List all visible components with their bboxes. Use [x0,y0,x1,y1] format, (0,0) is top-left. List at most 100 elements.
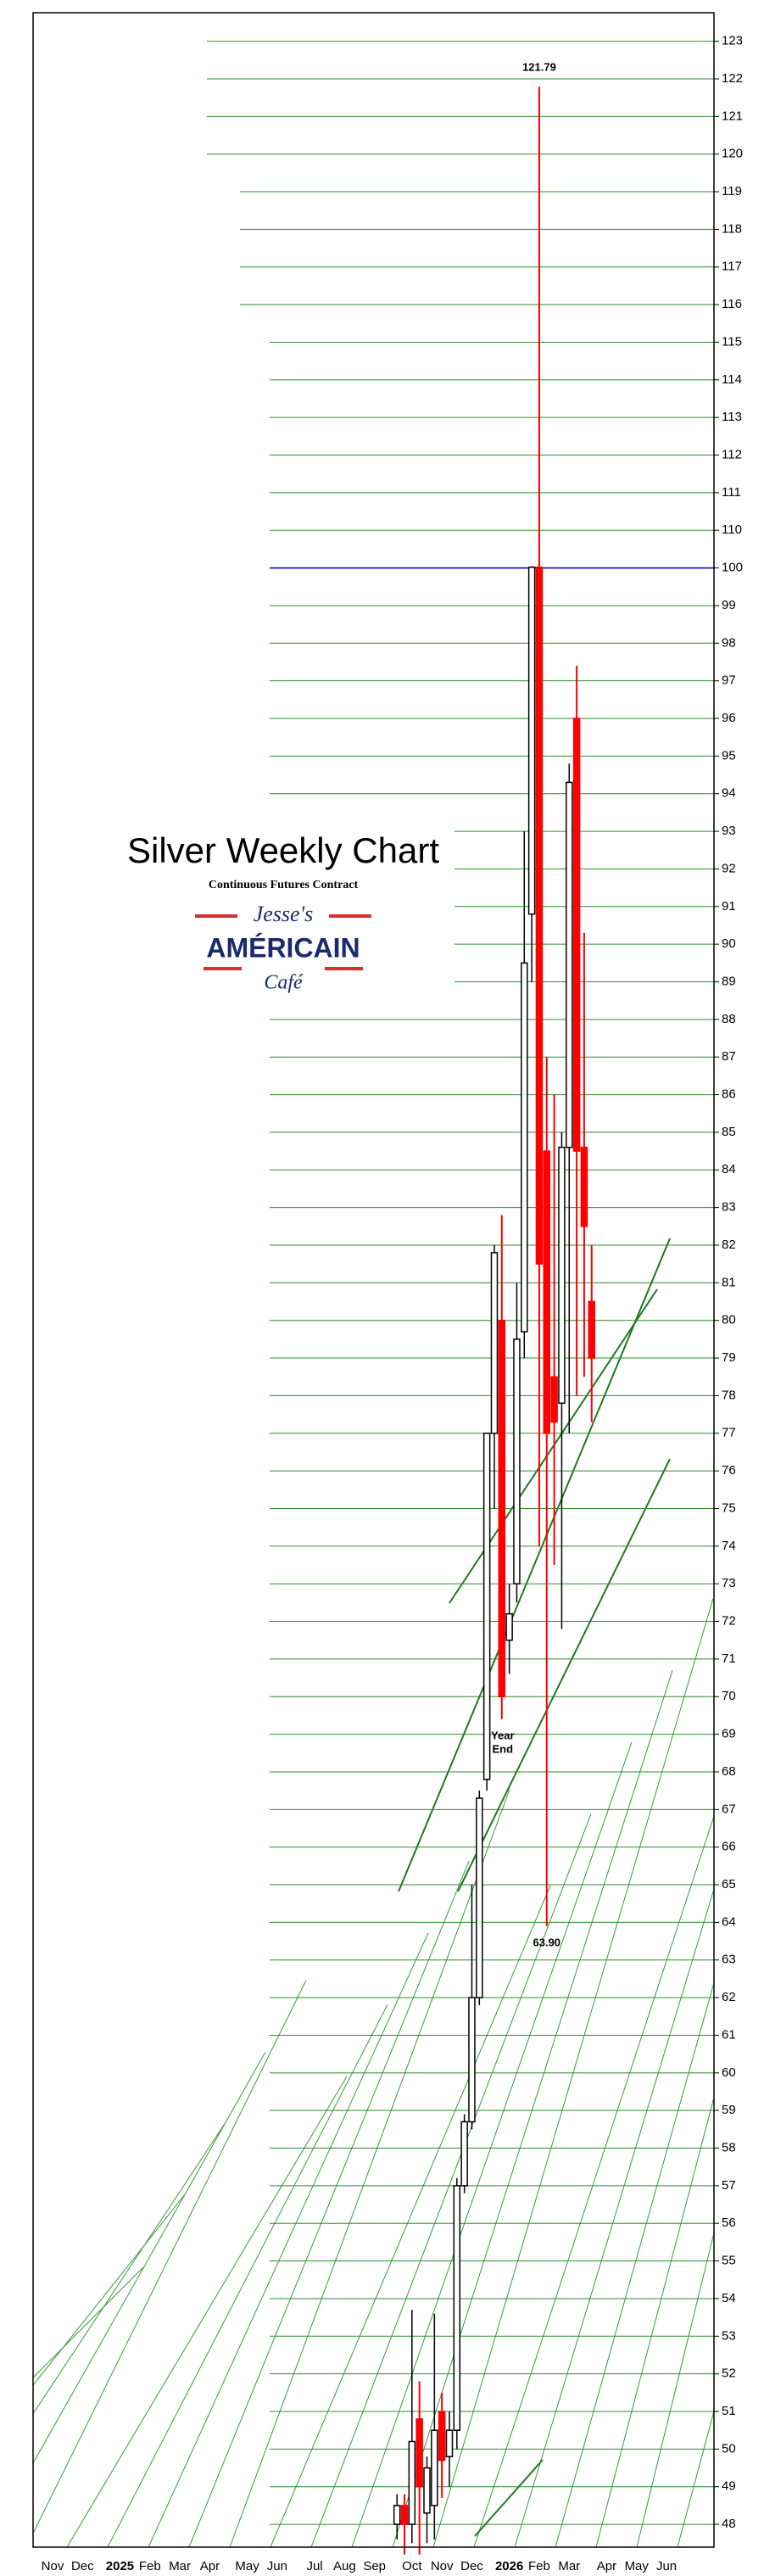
y-tick-label: 81 [722,1275,736,1289]
candle-body [558,1146,566,1405]
annotation: Year [491,1729,514,1741]
y-tick-label: 82 [722,1238,736,1252]
logo-top: Jesse's [254,902,314,926]
y-tick-label: 93 [722,824,736,838]
trend-line [107,2004,388,2547]
annotation: 121.79 [522,61,556,74]
logo-middle: AMÉRICAIN [206,932,360,963]
candle-body [482,1433,491,1780]
y-tick-label: 113 [722,410,742,424]
x-tick-label: Nov [42,2559,64,2573]
y-tick-label: 119 [722,184,742,198]
y-tick-label: 68 [722,1764,736,1779]
y-tick-label: 60 [722,2065,736,2080]
x-tick-label: Apr [597,2559,616,2573]
chart-subtitle: Continuous Futures Contract [209,879,359,891]
y-tick-label: 78 [722,1388,736,1402]
y-tick-label: 57 [722,2178,736,2193]
y-tick-label: 48 [722,2517,736,2531]
y-tick-label: 90 [722,936,736,951]
trend-line [33,2123,226,2415]
x-tick-label: Mar [169,2559,191,2573]
y-tick-label: 123 [722,34,743,48]
candle-body [566,781,573,1148]
y-tick-label: 114 [722,372,742,387]
candle-body [400,2505,409,2525]
y-tick-label: 85 [722,1125,736,1139]
candle-body [468,1997,476,2123]
y-tick-label: 61 [722,2027,736,2042]
y-tick-label: 88 [722,1012,736,1026]
trend-lines [33,1238,714,2547]
y-tick-label: 87 [722,1049,736,1064]
y-tick-label: 49 [722,2479,736,2494]
y-tick-label: 64 [722,1914,736,1929]
candle-body [408,2440,416,2525]
y-tick-label: 112 [722,447,742,461]
title-box [103,821,454,1014]
x-tick-label: Oct [402,2559,422,2573]
y-tick-label: 83 [722,1200,736,1215]
candle-body [521,962,528,1333]
y-tick-label: 86 [722,1087,736,1102]
y-tick-label: 96 [722,711,736,725]
trend-line [457,1458,671,1892]
candle-body [535,566,544,1265]
y-tick-label: 110 [722,522,742,537]
trend-line [33,2266,144,2378]
x-tick-label: Dec [71,2559,94,2573]
trend-line [351,1741,633,2547]
candle-body [490,1252,499,1434]
y-tick-label: 76 [722,1463,736,1478]
y-tick-label: 74 [722,1539,736,1553]
y-tick-label: 120 [722,147,743,161]
y-tick-label: 51 [722,2404,736,2418]
y-tick-label: 97 [722,673,736,688]
candle-body [543,1150,551,1434]
y-tick-label: 94 [722,786,736,801]
annotation: End [493,1742,514,1755]
y-tick-label: 69 [722,1727,736,1741]
y-tick-label: 98 [722,635,736,650]
candle-body [460,2121,468,2187]
trend-line [473,1814,714,2547]
candle-body [572,718,581,1152]
y-tick-label: 75 [722,1500,736,1515]
y-tick-label: 70 [722,1689,736,1703]
candle-body [476,1797,483,1998]
y-tick-label: 84 [722,1162,736,1176]
candle-body [550,1376,558,1423]
candle-body [438,2411,446,2461]
y-tick-label: 54 [722,2291,736,2305]
x-tick-label: 2026 [495,2559,523,2573]
y-tick-label: 59 [722,2103,736,2117]
trend-line [33,2051,266,2464]
x-tick-label: May [625,2559,650,2573]
x-tick-label: Dec [460,2559,483,2573]
y-tick-label: 50 [722,2441,736,2456]
trend-line [310,1813,592,2547]
y-tick-label: 67 [722,1802,736,1816]
annotation: 63.90 [533,1936,561,1948]
y-tick-label: 53 [722,2328,736,2343]
candle-body [393,2505,401,2525]
logo-bottom: Café [264,972,304,994]
y-tick-label: 89 [722,974,736,988]
x-tick-label: Jun [267,2559,287,2573]
x-tick-label: Sep [363,2559,386,2573]
y-tick-label: 117 [722,260,742,274]
y-tick-label: 52 [722,2366,736,2381]
trend-line [392,1670,673,2547]
y-tick-label: 92 [722,861,736,875]
y-tick-label: 100 [722,561,743,575]
candle-body [588,1300,596,1359]
trend-line [33,1980,307,2534]
y-tick-label: 111 [722,485,741,500]
y-tick-label: 55 [722,2254,736,2268]
x-tick-label: Aug [333,2559,356,2573]
y-tick-label: 66 [722,1840,736,1854]
